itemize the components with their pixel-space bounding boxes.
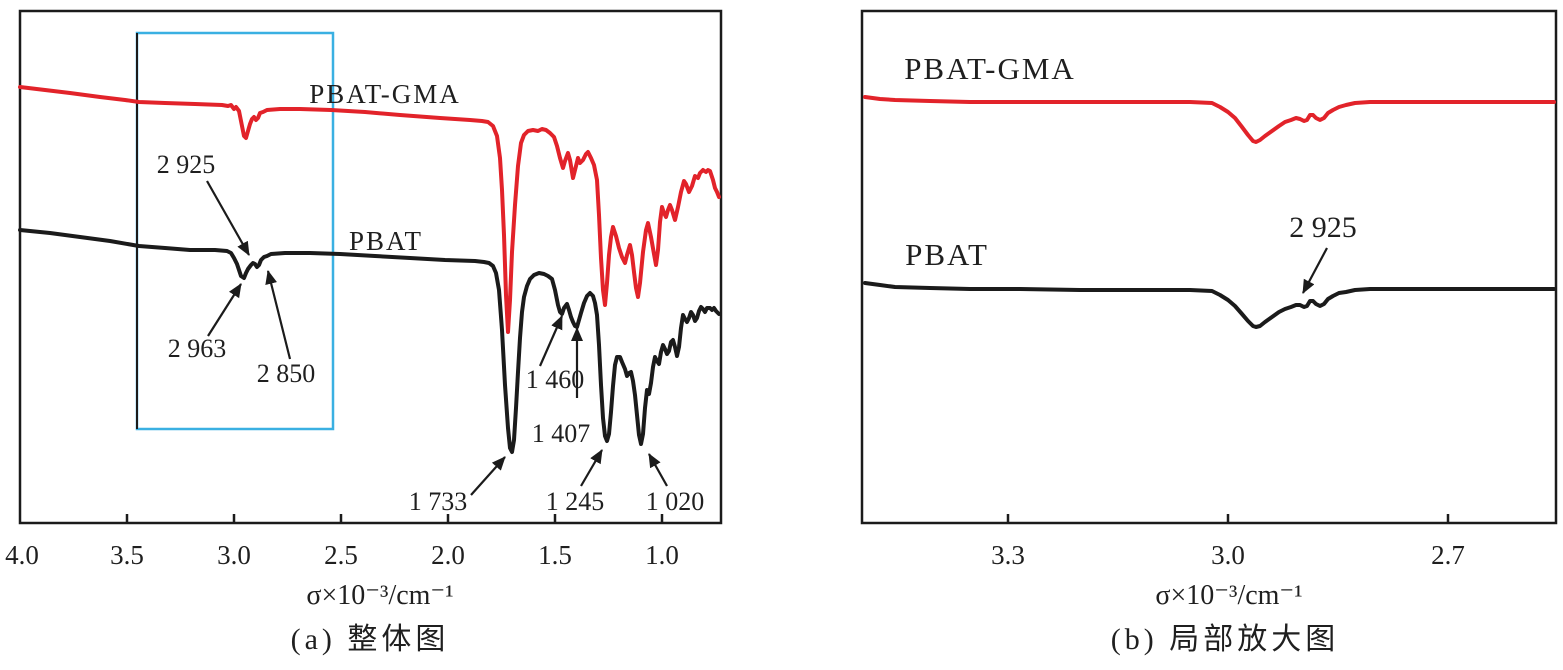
x-axis-label-b: σ×10⁻³/cm⁻¹ [1155, 580, 1302, 611]
caption-a: (a) 整体图 [291, 623, 450, 656]
annotation-arrow-2925 [1302, 247, 1328, 294]
annotation-arrow-1020 [648, 453, 668, 487]
annotation-1460-a: 1 460 [526, 365, 585, 394]
plot-frame [18, 9, 723, 525]
annotation-2963-a: 2 963 [168, 334, 227, 363]
annotation-1020-a: 1 020 [646, 487, 705, 516]
annotation-2925-b: 2 925 [1289, 211, 1357, 244]
tick-label-a-2-0: 2.0 [431, 540, 465, 570]
annotation-arrow-2963 [207, 283, 242, 337]
annotation-1733-a: 1 733 [409, 487, 468, 516]
spectrum-curve-pbat-gma [18, 85, 721, 334]
legend-pbat-b: PBAT [905, 237, 989, 272]
annotation-arrow-2925 [206, 180, 250, 256]
legend-pbat-gma-b: PBAT-GMA [904, 51, 1076, 86]
tick-label-a-1-0: 1.0 [645, 540, 679, 570]
legend-pbat-a: PBAT [349, 226, 423, 256]
annotation-arrow-1460 [538, 315, 564, 367]
x-axis-label-a: σ×10⁻³/cm⁻¹ [306, 580, 453, 611]
annotation-1245-a: 1 245 [546, 487, 605, 516]
annotation-2850-a: 2 850 [257, 359, 316, 388]
annotation-1407-a: 1 407 [532, 419, 591, 448]
spectrum-curve-pbat-gma [863, 95, 1556, 144]
plot-frame [860, 9, 1558, 525]
panel-b-plot-area [860, 9, 1558, 525]
tick-label-a-3-5: 3.5 [110, 540, 144, 570]
tick-label-a-3-0: 3.0 [217, 540, 251, 570]
legend-pbat-gma-a: PBAT-GMA [309, 79, 461, 109]
spectrum-curve-pbat [18, 228, 721, 454]
spectrum-curve-pbat [863, 281, 1556, 329]
annotation-arrow-1733 [470, 456, 506, 496]
panel-a-plot-area [18, 9, 723, 525]
annotation-arrow-2850 [265, 270, 292, 360]
tick-label-b-3-3: 3.3 [991, 540, 1025, 570]
annotation-2925-a: 2 925 [157, 150, 216, 179]
annotation-arrow-1245 [580, 449, 603, 487]
tick-label-a-1-5: 1.5 [538, 540, 572, 570]
tick-label-b-2-7: 2.7 [1431, 540, 1465, 570]
tick-label-b-3-0: 3.0 [1211, 540, 1245, 570]
caption-b: (b) 局部放大图 [1111, 623, 1339, 656]
tick-label-a-2-5: 2.5 [324, 540, 358, 570]
tick-label-a-4-0: 4.0 [5, 540, 39, 570]
